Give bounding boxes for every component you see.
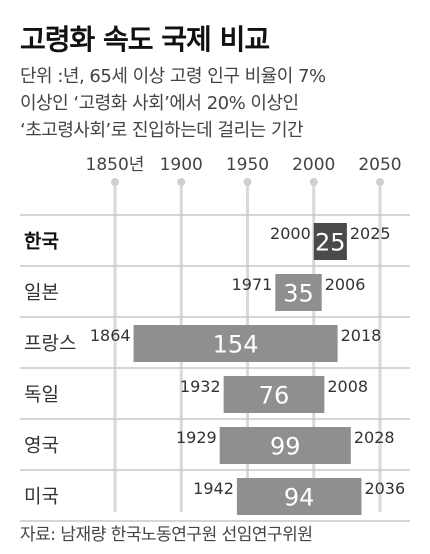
value-label-2: 154 bbox=[213, 331, 259, 359]
value-label-0: 25 bbox=[315, 229, 346, 257]
value-label-1: 35 bbox=[283, 280, 314, 308]
bar-0 bbox=[313, 223, 347, 260]
category-label-1: 일본 bbox=[24, 282, 59, 304]
x-tick-label-2050: 2050 bbox=[358, 155, 401, 175]
chart-title: 고령화 속도 국제 비교 bbox=[20, 23, 270, 56]
x-tick-label-1850: 1850년 bbox=[86, 155, 145, 175]
x-tick-label-1900: 1900 bbox=[160, 155, 203, 175]
end-year-label-0: 2025 bbox=[350, 224, 391, 243]
chart-subtitle-line-2: 이상인 ‘고령화 사회’에서 20% 이상인 bbox=[20, 93, 299, 114]
chart-subtitle-line-3: ‘초고령사회’로 진입하는데 걸리는 기간 bbox=[20, 120, 304, 141]
start-year-label-2: 1864 bbox=[90, 326, 131, 345]
category-label-4: 영국 bbox=[24, 435, 59, 457]
start-year-label-0: 2000 bbox=[270, 224, 311, 243]
end-year-label-2: 2018 bbox=[341, 326, 382, 345]
bar-3 bbox=[223, 376, 325, 413]
gridline-dot-1900 bbox=[177, 178, 186, 186]
value-label-3: 76 bbox=[259, 382, 290, 410]
bar-4 bbox=[219, 427, 351, 464]
x-tick-label-2000: 2000 bbox=[292, 155, 335, 175]
end-year-label-4: 2028 bbox=[354, 428, 395, 447]
end-year-label-3: 2008 bbox=[327, 377, 368, 396]
category-label-2: 프랑스 bbox=[24, 333, 76, 355]
value-label-5: 94 bbox=[284, 484, 315, 512]
end-year-label-5: 2036 bbox=[364, 479, 405, 498]
start-year-label-1: 1971 bbox=[232, 275, 273, 294]
gridline-dot-2050 bbox=[376, 178, 384, 186]
chart-subtitle-line-1: 단위 :년, 65세 이상 고령 인구 비율이 7% bbox=[20, 66, 326, 87]
gridline-dot-1850 bbox=[111, 178, 119, 186]
category-label-0: 한국 bbox=[24, 231, 59, 253]
bar-5 bbox=[236, 478, 362, 515]
bar-2 bbox=[133, 325, 338, 362]
start-year-label-3: 1932 bbox=[180, 377, 221, 396]
value-label-4: 99 bbox=[270, 433, 301, 461]
category-label-3: 독일 bbox=[24, 384, 59, 406]
source-note: 자료: 남재량 한국노동연구원 선임연구위원 bbox=[20, 525, 313, 545]
x-tick-label-1950: 1950 bbox=[226, 155, 269, 175]
gridline-dot-1950 bbox=[243, 178, 252, 186]
start-year-label-5: 1942 bbox=[193, 479, 234, 498]
end-year-label-1: 2006 bbox=[325, 275, 366, 294]
bar-1 bbox=[275, 274, 322, 311]
start-year-label-4: 1929 bbox=[176, 428, 217, 447]
gridline-dot-2000 bbox=[309, 178, 318, 186]
category-label-5: 미국 bbox=[24, 486, 59, 508]
